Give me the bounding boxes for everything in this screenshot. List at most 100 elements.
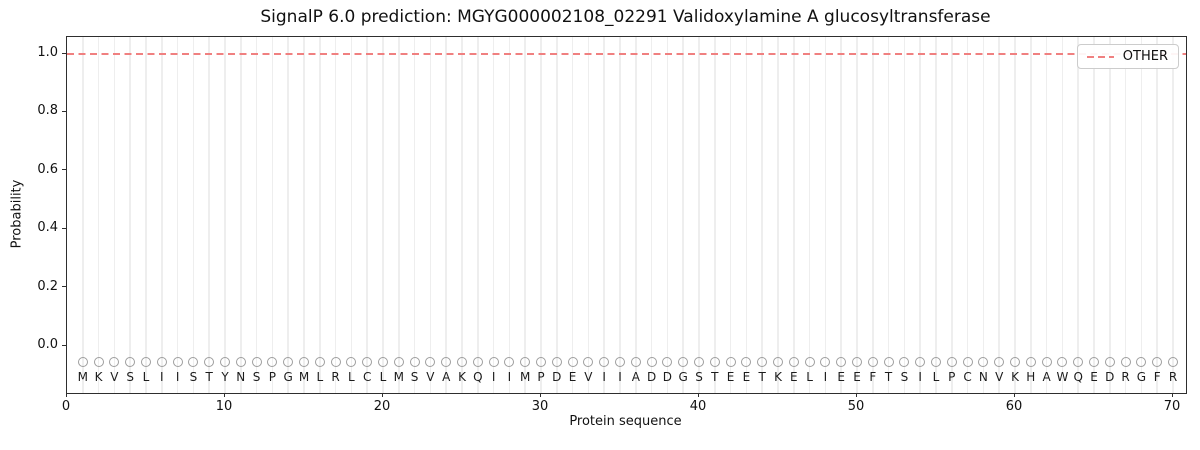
residue-gridline [635, 37, 637, 393]
residue-marker [472, 357, 483, 368]
residue-marker [314, 357, 325, 368]
residue-marker [141, 357, 151, 368]
sequence-letter: I [507, 369, 512, 384]
residue-gridline [319, 37, 321, 393]
legend-label: OTHER [1122, 49, 1168, 64]
residue-gridline [571, 37, 574, 393]
residue-gridline [208, 37, 210, 393]
residue-gridline [872, 37, 874, 393]
sequence-letter: D [646, 369, 657, 384]
sequence-letter: C [362, 369, 372, 384]
residue-gridline [445, 37, 447, 393]
sequence-letter: M [393, 369, 404, 384]
sequence-letter: M [77, 369, 88, 384]
residue-marker [931, 357, 941, 368]
x-tick-mark [381, 393, 383, 397]
y-tick-mark [62, 286, 66, 288]
residue-marker [504, 357, 515, 368]
residue-gridline [524, 37, 526, 393]
y-axis-label: Probability [9, 179, 25, 249]
sequence-letter: E [726, 369, 735, 384]
residue-marker [883, 357, 894, 368]
residue-marker [583, 357, 594, 368]
residue-marker [1104, 357, 1115, 368]
residue-gridline [287, 37, 289, 393]
residue-gridline [350, 37, 353, 393]
residue-gridline [366, 37, 368, 393]
residue-gridline [334, 37, 337, 393]
x-tick-label: 50 [847, 399, 865, 414]
x-tick-label: 30 [531, 399, 549, 414]
residue-gridline [650, 37, 653, 393]
y-tick-mark [62, 344, 66, 346]
residue-marker [820, 357, 831, 368]
residue-gridline [966, 37, 969, 393]
residue-gridline [271, 37, 274, 393]
sequence-letter: K [94, 369, 103, 384]
residue-marker [646, 357, 657, 368]
residue-gridline [492, 37, 495, 393]
y-tick-label: 0.2 [37, 278, 58, 294]
x-axis-label: Protein sequence [569, 414, 682, 429]
sequence-letter: P [948, 369, 956, 384]
sequence-letter: S [695, 369, 703, 384]
residue-marker [156, 357, 167, 368]
sequence-letter: I [491, 369, 496, 384]
residue-gridline [951, 37, 953, 393]
residue-gridline [97, 37, 100, 393]
residue-gridline [840, 37, 842, 393]
sequence-letter: C [963, 369, 972, 384]
sequence-letter: L [806, 369, 813, 384]
sequence-letter: A [1042, 369, 1051, 384]
sequence-letter: V [110, 369, 119, 384]
sequence-letter: N [236, 369, 246, 384]
residue-marker [1120, 357, 1131, 368]
residue-gridline [240, 37, 242, 393]
residue-marker [678, 357, 689, 368]
sequence-letter: S [126, 369, 134, 384]
residue-marker [567, 357, 578, 368]
sequence-letter: N [978, 369, 988, 384]
residue-marker [1057, 357, 1068, 368]
sequence-letter: S [252, 369, 261, 384]
sequence-letter: E [742, 369, 751, 384]
x-tick-label: 10 [215, 399, 233, 414]
residue-marker [1152, 357, 1163, 368]
sequence-letter: F [869, 369, 877, 384]
sequence-letter: H [1026, 369, 1036, 384]
x-tick-mark [697, 393, 699, 397]
residue-marker [283, 357, 294, 368]
residue-gridline [698, 37, 700, 393]
residue-gridline [176, 37, 179, 393]
residue-gridline [303, 37, 305, 393]
sequence-letter: V [995, 369, 1004, 384]
sequence-letter: L [348, 369, 355, 384]
residue-marker [1010, 357, 1020, 368]
y-tick-mark [62, 227, 66, 229]
residue-gridline [113, 37, 116, 393]
residue-gridline [224, 37, 226, 393]
sequence-letter: L [932, 369, 940, 384]
sequence-letter: V [584, 369, 593, 384]
residue-gridline [1156, 37, 1158, 393]
sequence-letter: E [853, 369, 861, 384]
residue-marker [125, 357, 136, 368]
residue-gridline [714, 37, 716, 393]
residue-gridline [255, 37, 258, 393]
residue-gridline [398, 37, 400, 393]
sequence-letter: A [631, 369, 640, 384]
sequence-letter: M [520, 369, 531, 384]
sequence-letter: L [142, 369, 150, 384]
sequence-letter: S [900, 369, 909, 384]
residue-marker [520, 357, 531, 368]
residue-marker [441, 357, 452, 368]
residue-marker [1073, 357, 1084, 368]
x-tick-mark [539, 393, 541, 397]
y-tick-label: 0.0 [37, 337, 58, 352]
residue-gridline [777, 37, 779, 393]
legend: OTHER [1076, 44, 1179, 69]
residue-marker [204, 357, 215, 368]
y-tick-mark [62, 52, 66, 54]
